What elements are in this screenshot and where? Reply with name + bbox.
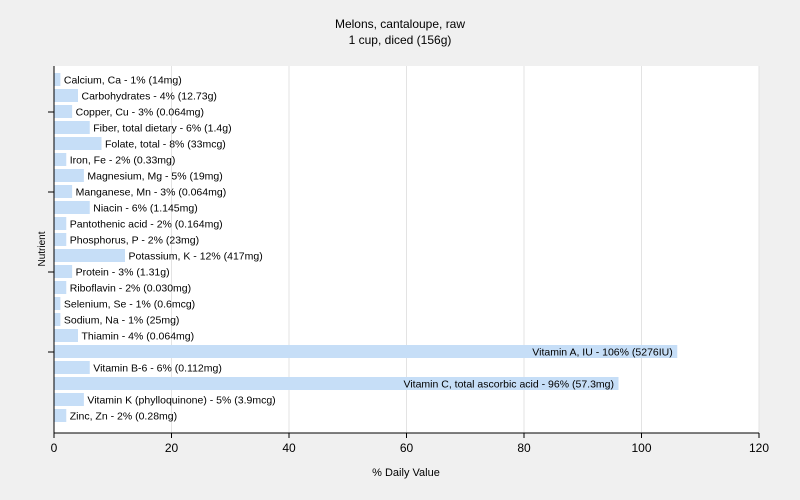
bar [54, 361, 90, 374]
bar [54, 281, 67, 294]
bar [54, 73, 61, 86]
bar [54, 105, 73, 118]
bar [54, 329, 78, 342]
bar [54, 89, 78, 102]
bar-series [54, 73, 678, 422]
x-tick-label: 100 [631, 441, 651, 455]
bar [54, 121, 90, 134]
bar [54, 313, 61, 326]
bar-label: Selenium, Se - 1% (0.6mcg) [64, 299, 195, 311]
bar-label: Thiamin - 4% (0.064mg) [82, 331, 195, 343]
bar-label: Vitamin K (phylloquinone) - 5% (3.9mcg) [87, 395, 275, 407]
bar [54, 297, 61, 310]
bar [54, 377, 619, 390]
chart-subtitle: 1 cup, diced (156g) [349, 33, 452, 47]
bar [54, 345, 678, 358]
bar [54, 169, 84, 182]
x-tick-label: 120 [749, 441, 769, 455]
bar-label: Zinc, Zn - 2% (0.28mg) [70, 411, 177, 423]
bar-label: Calcium, Ca - 1% (14mg) [64, 75, 182, 87]
bar [54, 393, 84, 406]
bar-label: Protein - 3% (1.31g) [76, 267, 170, 279]
x-tick-label: 0 [51, 441, 58, 455]
bar-labels: Calcium, Ca - 1% (14mg) Carbohydrates - 4… [64, 75, 673, 423]
bar-label: Carbohydrates - 4% (12.73g) [82, 91, 217, 103]
bar [54, 201, 90, 214]
bar-label: Phosphorus, P - 2% (23mg) [70, 235, 199, 247]
bar-label: Folate, total - 8% (33mcg) [105, 139, 226, 151]
bar-label: Potassium, K - 12% (417mg) [129, 251, 263, 263]
x-tick-label: 20 [165, 441, 179, 455]
bar [54, 153, 67, 166]
y-axis-label: Nutrient [37, 231, 48, 266]
chart-title: Melons, cantaloupe, raw [335, 17, 465, 31]
bar [54, 185, 73, 198]
bar-label: Magnesium, Mg - 5% (19mg) [87, 171, 222, 183]
bar [54, 265, 73, 278]
bar [54, 233, 67, 246]
bar [54, 249, 125, 262]
bar-label: Pantothenic acid - 2% (0.164mg) [70, 219, 223, 231]
grid-lines [171, 66, 760, 433]
bar-label: Manganese, Mn - 3% (0.064mg) [76, 187, 227, 199]
x-tick-label: 40 [282, 441, 296, 455]
bar-label: Riboflavin - 2% (0.030mg) [70, 283, 191, 295]
bar-label: Copper, Cu - 3% (0.064mg) [76, 107, 204, 119]
bar [54, 409, 67, 422]
x-axis-label: % Daily Value [372, 467, 440, 479]
bar [54, 137, 102, 150]
x-tick-label: 80 [517, 441, 531, 455]
bar [54, 217, 67, 230]
bar-label: Fiber, total dietary - 6% (1.4g) [93, 123, 231, 135]
bar-label: Niacin - 6% (1.145mg) [93, 203, 197, 215]
bar-label: Iron, Fe - 2% (0.33mg) [70, 155, 176, 167]
bar-label: Vitamin B-6 - 6% (0.112mg) [93, 363, 222, 375]
bar-label: Sodium, Na - 1% (25mg) [64, 315, 180, 327]
bar-label: Vitamin A, IU - 106% (5276IU) [532, 347, 672, 359]
x-tick-label: 60 [400, 441, 414, 455]
x-ticks: 0 20 40 60 80 100 120 [51, 433, 769, 455]
bar-label: Vitamin C, total ascorbic acid - 96% (57… [404, 379, 614, 391]
